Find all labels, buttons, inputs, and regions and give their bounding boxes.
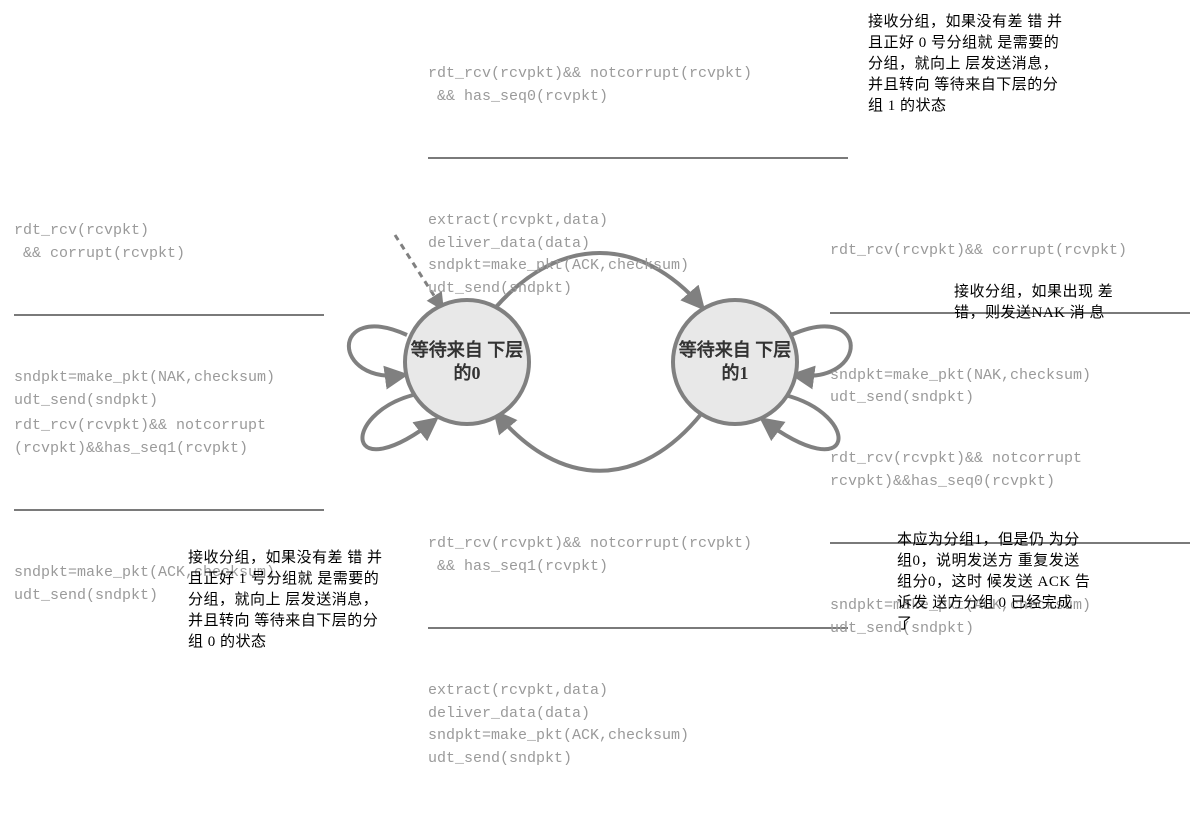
top-guard: rdt_rcv(rcvpkt)&& notcorrupt(rcvpkt) && …	[428, 63, 848, 108]
rule-bottom	[428, 627, 848, 629]
right-upper-guard: rdt_rcv(rcvpkt)&& corrupt(rcvpkt)	[830, 240, 1190, 263]
left-upper-guard: rdt_rcv(rcvpkt) && corrupt(rcvpkt)	[14, 220, 324, 265]
bottom-action: extract(rcvpkt,data) deliver_data(data) …	[428, 680, 848, 770]
right-lower-guard: rdt_rcv(rcvpkt)&& notcorrupt rcvpkt)&&ha…	[830, 448, 1190, 493]
fsm-diagram: 等待来自 下层的0 等待来自 下层的1 rdt_rcv(rcvpkt)&& no…	[0, 0, 1202, 677]
rule-left-upper	[14, 314, 324, 316]
state-label-0: 等待来自 下层的0	[407, 339, 527, 386]
transition-top: rdt_rcv(rcvpkt)&& notcorrupt(rcvpkt) && …	[428, 18, 848, 345]
edge-bottom	[496, 413, 702, 471]
left-lower-guard: rdt_rcv(rcvpkt)&& notcorrupt (rcvpkt)&&h…	[14, 415, 324, 460]
comment-mid-right: 接收分组，如果出现 差错，则发送NAK 消 息	[954, 282, 1134, 324]
rule-left-lower	[14, 509, 324, 511]
edge-self-left-upper	[349, 326, 407, 375]
comment-bottom-left: 接收分组，如果没有差 错 并且正好 1 号分组就 是需要的分组，就向上 层发送消…	[188, 548, 383, 653]
state-label-1: 等待来自 下层的1	[675, 339, 795, 386]
transition-bottom: rdt_rcv(rcvpkt)&& notcorrupt(rcvpkt) && …	[428, 488, 848, 815]
rule-top	[428, 157, 848, 159]
comment-top-right: 接收分组，如果没有差 错 并且正好 0 号分组就 是需要的分组，就向上 层发送消…	[868, 12, 1063, 117]
comment-bottom-right: 本应为分组1，但是仍 为分组0，说明发送方 重复发送组分0，这时 候发送 ACK…	[897, 530, 1092, 635]
top-action: extract(rcvpkt,data) deliver_data(data) …	[428, 210, 848, 300]
bottom-guard: rdt_rcv(rcvpkt)&& notcorrupt(rcvpkt) && …	[428, 533, 848, 578]
